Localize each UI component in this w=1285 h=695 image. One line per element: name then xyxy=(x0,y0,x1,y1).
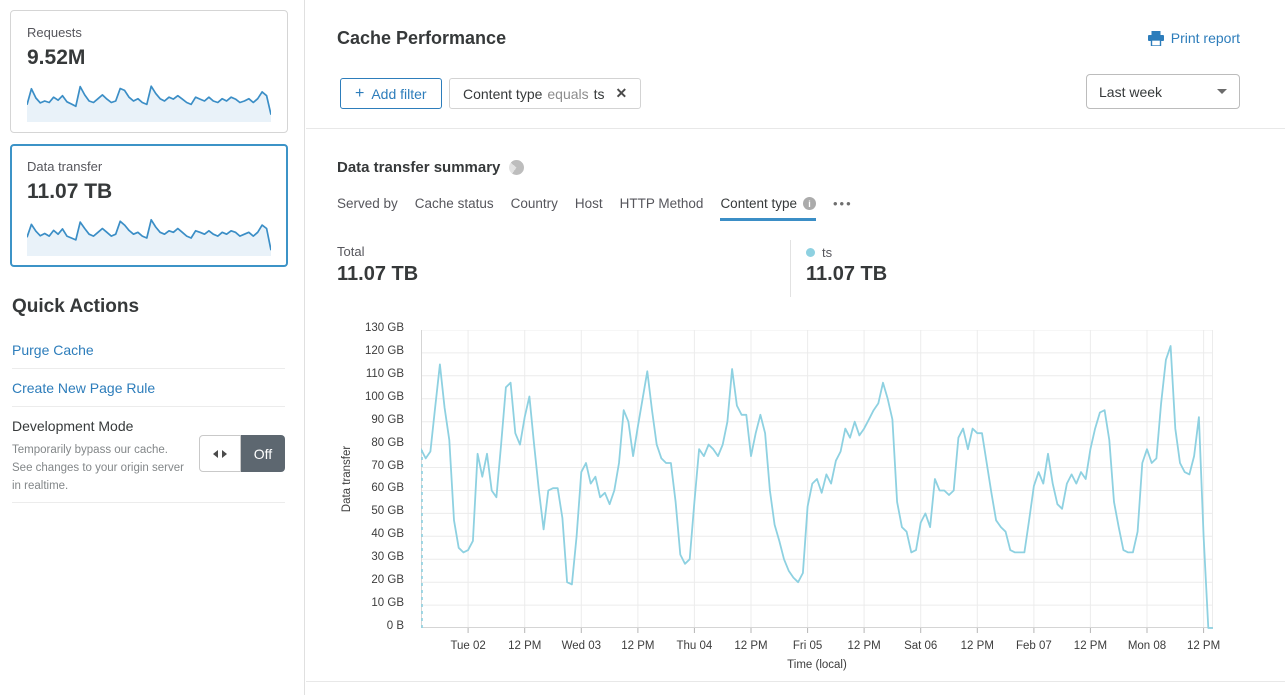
dimension-tabs: Served by Cache status Country Host HTTP… xyxy=(337,196,853,221)
development-mode-title: Development Mode xyxy=(12,418,134,434)
left-right-arrows-icon xyxy=(213,449,227,458)
toggle-arrows-segment xyxy=(199,435,241,472)
x-tick-label: 12 PM xyxy=(847,640,881,652)
legend-dot xyxy=(806,248,815,257)
tab-host[interactable]: Host xyxy=(575,196,603,221)
section-divider xyxy=(306,681,1285,682)
x-tick-label: 12 PM xyxy=(734,640,768,652)
tab-label: HTTP Method xyxy=(619,196,704,211)
y-tick-label: 70 GB xyxy=(371,459,404,472)
y-tick-label: 30 GB xyxy=(371,551,404,564)
y-tick-label: 50 GB xyxy=(371,505,404,518)
summary-title-text: Data transfer summary xyxy=(337,159,501,176)
y-tick-label: 80 GB xyxy=(371,436,404,449)
y-tick-label: 40 GB xyxy=(371,528,404,541)
info-icon[interactable]: i xyxy=(803,197,816,210)
sidebar-divider xyxy=(12,406,285,407)
summary-section-title: Data transfer summary xyxy=(337,159,525,176)
legend-series-name: ts xyxy=(822,245,833,260)
tab-label: Host xyxy=(574,196,603,211)
y-tick-label: 130 GB xyxy=(365,322,404,334)
requests-metric-card[interactable]: Requests 9.52M xyxy=(10,10,288,133)
overflow-menu-icon[interactable]: ••• xyxy=(833,196,853,211)
remove-filter-icon[interactable]: ✕ xyxy=(615,85,628,101)
y-tick-label: 0 B xyxy=(386,620,404,632)
requests-card-label: Requests xyxy=(27,25,82,40)
y-tick-label: 100 GB xyxy=(365,390,404,403)
tab-cache-status[interactable]: Cache status xyxy=(415,196,494,221)
print-report-label: Print report xyxy=(1170,30,1240,46)
filter-chip[interactable]: Content type equals ts ✕ xyxy=(449,78,642,109)
x-tick-label: 12 PM xyxy=(621,640,655,652)
y-tick-label: 120 GB xyxy=(365,344,404,357)
purge-cache-link[interactable]: Purge Cache xyxy=(12,342,94,358)
total-label: Total xyxy=(337,244,365,259)
y-tick-label: 110 GB xyxy=(365,367,404,380)
period-select[interactable]: Last week xyxy=(1086,74,1240,109)
requests-card-value: 9.52M xyxy=(27,46,86,69)
filter-chip-value: ts xyxy=(593,85,605,102)
printer-icon xyxy=(1147,30,1164,46)
y-tick-label: 10 GB xyxy=(371,597,404,610)
sidebar-divider xyxy=(12,368,285,369)
create-page-rule-link[interactable]: Create New Page Rule xyxy=(12,380,156,396)
data-transfer-card-label: Data transfer xyxy=(27,159,103,174)
header-divider xyxy=(306,128,1285,129)
y-axis-title: Data transfer xyxy=(341,445,353,513)
tab-label: Content type xyxy=(720,196,797,211)
requests-sparkline xyxy=(27,85,271,122)
y-tick-label: 20 GB xyxy=(371,574,404,587)
quick-actions-heading: Quick Actions xyxy=(12,296,140,317)
tab-served-by[interactable]: Served by xyxy=(337,196,398,221)
page-title: Cache Performance xyxy=(337,28,507,48)
y-tick-label: 60 GB xyxy=(371,482,404,495)
data-transfer-card-value: 11.07 TB xyxy=(27,180,113,203)
add-filter-button[interactable]: + Add filter xyxy=(340,78,442,109)
filter-chip-operator: equals xyxy=(547,85,589,102)
print-report-link[interactable]: Print report xyxy=(1147,30,1240,46)
tab-http-method[interactable]: HTTP Method xyxy=(620,196,704,221)
tab-label: Cache status xyxy=(414,196,494,211)
development-mode-description: Temporarily bypass our cache. See change… xyxy=(12,444,184,492)
x-tick-label: Fri 05 xyxy=(792,640,823,652)
x-tick-label: 12 PM xyxy=(1073,640,1108,652)
chevron-down-icon xyxy=(1217,89,1227,94)
data-transfer-chart xyxy=(421,330,1213,633)
total-value: 11.07 TB xyxy=(337,263,419,285)
toggle-off-segment: Off xyxy=(241,435,285,472)
x-tick-label: Feb 07 xyxy=(1015,640,1052,652)
x-tick-label: 12 PM xyxy=(1186,640,1221,652)
legend-item-ts: ts xyxy=(806,245,832,260)
tab-country[interactable]: Country xyxy=(511,196,558,221)
tab-content-type[interactable]: Content type i xyxy=(720,196,816,221)
sidebar: Requests 9.52M Data transfer 11.07 TB Qu… xyxy=(0,0,305,695)
period-select-value: Last week xyxy=(1099,83,1163,100)
data-transfer-sparkline xyxy=(27,218,271,256)
x-tick-label: Sat 06 xyxy=(904,640,938,652)
tab-label: Country xyxy=(510,196,558,211)
development-mode-toggle[interactable]: Off xyxy=(199,435,285,472)
plus-icon: + xyxy=(355,84,365,102)
add-filter-label: Add filter xyxy=(371,85,427,102)
tab-label: Served by xyxy=(337,196,398,211)
data-transfer-metric-card[interactable]: Data transfer 11.07 TB xyxy=(10,144,288,267)
sidebar-divider xyxy=(12,502,285,503)
filter-chip-field: Content type xyxy=(463,85,543,102)
x-tick-label: Tue 02 xyxy=(450,640,486,652)
x-axis-title: Time (local) xyxy=(787,659,847,671)
x-tick-label: 12 PM xyxy=(508,640,542,652)
x-tick-label: Mon 08 xyxy=(1127,640,1167,652)
x-tick-label: Wed 03 xyxy=(561,640,601,652)
pie-chart-icon xyxy=(509,160,525,175)
legend-series-value: 11.07 TB xyxy=(806,263,888,285)
y-tick-label: 90 GB xyxy=(371,413,404,426)
x-tick-label: 12 PM xyxy=(960,640,994,652)
legend-divider xyxy=(790,240,791,297)
x-tick-label: Thu 04 xyxy=(676,640,713,652)
